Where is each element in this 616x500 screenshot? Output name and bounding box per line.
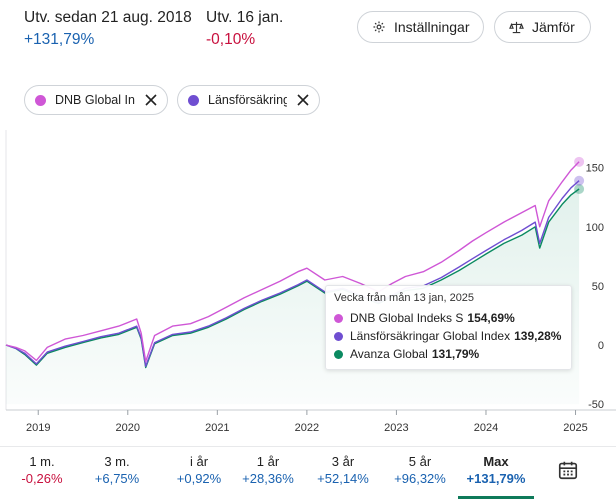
period-1m[interactable]: 1 m. -0,26% bbox=[7, 447, 77, 499]
series-end-marker-0 bbox=[574, 156, 585, 167]
tooltip-row-dnb: DNB Global Indeks S 154,69% bbox=[334, 309, 563, 327]
gear-icon bbox=[372, 20, 386, 34]
calendar-icon[interactable] bbox=[557, 459, 579, 486]
chip-color-dot bbox=[35, 94, 46, 106]
period-label: Max bbox=[483, 454, 509, 469]
series-color-dot bbox=[334, 349, 343, 359]
x-tick-label: 2020 bbox=[116, 422, 140, 434]
period-label: i år bbox=[189, 454, 209, 469]
y-tick-label: 150 bbox=[586, 163, 604, 175]
tooltip-series-value: 154,69% bbox=[467, 311, 515, 325]
tooltip-title: Vecka från mån 13 jan, 2025 bbox=[334, 292, 475, 304]
period-value: +6,75% bbox=[94, 471, 140, 486]
x-tick-label: 2023 bbox=[384, 422, 408, 434]
chart-tooltip: Vecka från mån 13 jan, 2025 DNB Global I… bbox=[325, 285, 572, 370]
series-end-marker-2 bbox=[574, 184, 585, 194]
series-line-0 bbox=[5, 161, 580, 363]
y-tick-label: 100 bbox=[586, 222, 604, 234]
y-tick-label: 50 bbox=[592, 281, 604, 293]
x-tick-label: 2025 bbox=[563, 422, 587, 434]
period-ytd[interactable]: i år +0,92% bbox=[164, 447, 234, 499]
since-start-label: Utv. sedan 21 aug. 2018 bbox=[24, 9, 192, 26]
header: Utv. sedan 21 aug. 2018 +131,79% Utv. 16… bbox=[0, 0, 616, 60]
since-start-value: +131,79% bbox=[24, 31, 95, 48]
scale-icon bbox=[509, 20, 524, 35]
tooltip-row-avanza: Avanza Global 131,79% bbox=[334, 345, 563, 363]
close-icon[interactable] bbox=[297, 94, 309, 106]
x-tick-label: 2022 bbox=[295, 422, 319, 434]
x-tick-label: 2024 bbox=[474, 422, 498, 434]
period-label: 3 år bbox=[331, 454, 355, 469]
settings-button[interactable]: Inställningar bbox=[357, 11, 484, 43]
tooltip-series-name: DNB Global Indeks S bbox=[350, 311, 464, 325]
series-end-marker-1 bbox=[574, 175, 585, 186]
period-5y[interactable]: 5 år +96,32% bbox=[385, 447, 455, 499]
since-start-stat: Utv. sedan 21 aug. 2018 +131,79% bbox=[24, 9, 192, 49]
period-value: +52,14% bbox=[317, 471, 369, 486]
period-max[interactable]: Max +131,79% bbox=[458, 447, 534, 499]
day-change-label: Utv. 16 jan. bbox=[206, 9, 284, 26]
series-line-2 bbox=[5, 188, 580, 369]
period-value: +131,79% bbox=[466, 471, 526, 486]
chip-label: DNB Global Indeks S bbox=[55, 93, 135, 107]
x-tick-label: 2021 bbox=[205, 422, 229, 434]
chip-color-dot bbox=[188, 94, 199, 106]
tooltip-series-name: Länsförsäkringar Global Index bbox=[350, 329, 511, 343]
period-value: -0,26% bbox=[21, 471, 63, 486]
period-1y[interactable]: 1 år +28,36% bbox=[233, 447, 303, 499]
y-tick-label: -50 bbox=[588, 399, 604, 411]
x-tick-label: 2019 bbox=[26, 422, 50, 434]
period-value: +0,92% bbox=[176, 471, 222, 486]
compare-chip-lansforsakringar: Länsförsäkringar Global Index bbox=[177, 85, 320, 115]
settings-label: Inställningar bbox=[394, 19, 470, 35]
series-color-dot bbox=[334, 331, 343, 341]
tooltip-series-name: Avanza Global bbox=[350, 347, 428, 361]
series-color-dot bbox=[334, 313, 343, 323]
chip-label: Länsförsäkringar Global Index bbox=[208, 93, 287, 107]
period-value: +96,32% bbox=[394, 471, 446, 486]
compare-label: Jämför bbox=[532, 19, 575, 35]
compare-button[interactable]: Jämför bbox=[494, 11, 591, 43]
tooltip-series-value: 131,79% bbox=[431, 347, 480, 361]
tooltip-row-lansforsakringar: Länsförsäkringar Global Index 139,28% bbox=[334, 327, 563, 345]
period-selector: 1 m. -0,26% 3 m. +6,75% i år +0,92% 1 år… bbox=[0, 446, 616, 500]
close-icon[interactable] bbox=[145, 94, 157, 106]
period-3m[interactable]: 3 m. +6,75% bbox=[82, 447, 152, 499]
active-period-underline bbox=[458, 496, 534, 499]
y-tick-label: 0 bbox=[598, 340, 604, 352]
period-label: 3 m. bbox=[104, 454, 130, 469]
tooltip-series-value: 139,28% bbox=[514, 329, 562, 343]
period-label: 1 år bbox=[256, 454, 280, 469]
day-change-stat: Utv. 16 jan. -0,10% bbox=[206, 9, 283, 49]
period-label: 5 år bbox=[408, 454, 432, 469]
period-3y[interactable]: 3 år +52,14% bbox=[308, 447, 378, 499]
day-change-value: -0,10% bbox=[206, 31, 256, 48]
series-line-1 bbox=[5, 180, 580, 367]
compare-chip-dnb: DNB Global Indeks S bbox=[24, 85, 168, 115]
period-label: 1 m. bbox=[29, 454, 55, 469]
period-value: +28,36% bbox=[242, 471, 294, 486]
